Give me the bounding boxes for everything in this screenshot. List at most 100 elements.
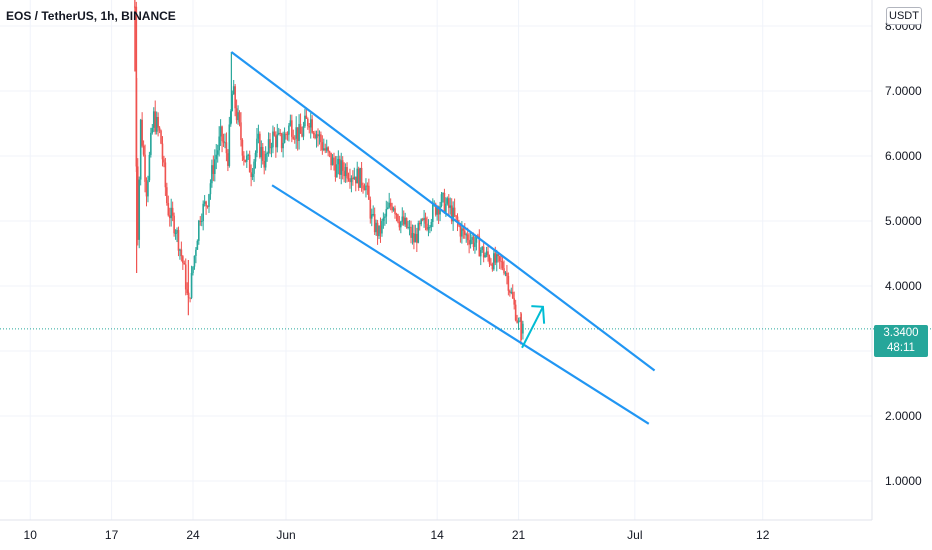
candle-body — [397, 214, 399, 222]
candle-body — [493, 253, 495, 270]
candle-body — [209, 183, 212, 195]
candle-body — [222, 141, 225, 143]
candle-body — [296, 127, 299, 141]
candle-body — [461, 228, 463, 237]
candle-body — [456, 216, 459, 223]
candle-body — [423, 217, 425, 221]
candle-body — [436, 207, 438, 215]
candle-body — [219, 126, 222, 137]
time-tick-label: 12 — [756, 528, 770, 542]
channel-lower-line[interactable] — [271, 184, 650, 425]
candle-body — [245, 155, 248, 162]
candle-body — [440, 194, 443, 207]
candlestick-series — [134, 0, 524, 345]
price-axis[interactable]: 1.00002.00004.00005.00006.00007.00008.00… — [871, 0, 922, 520]
candle-body — [257, 133, 260, 139]
candle-body — [214, 159, 216, 174]
candle-body — [254, 152, 257, 162]
candle-body — [354, 176, 357, 184]
candle-body — [418, 223, 421, 225]
candle-body — [462, 228, 465, 231]
candle-body — [157, 116, 159, 128]
candle-body — [485, 251, 488, 256]
candle-body — [141, 119, 143, 146]
candle-body — [193, 255, 196, 267]
candle-body — [267, 139, 270, 154]
candle-body — [243, 155, 245, 160]
time-axis[interactable]: 10 17 24 Jun 14 21 Jul 12 — [0, 519, 872, 542]
candle-body — [260, 146, 263, 158]
candle-body — [482, 246, 485, 258]
candle-body — [353, 176, 356, 180]
candle-body — [455, 215, 457, 217]
candle-body — [196, 240, 199, 250]
candle-body — [365, 185, 367, 191]
price-tick-label: 5.0000 — [885, 214, 922, 228]
candle-body — [487, 251, 489, 257]
arrow-head[interactable] — [531, 305, 546, 324]
candle-body — [142, 145, 145, 155]
candle-body — [385, 209, 388, 217]
candle-body — [478, 236, 481, 257]
channel-upper-line[interactable] — [230, 51, 656, 372]
candle-body — [346, 167, 348, 179]
currency-badge[interactable]: USDT — [886, 7, 922, 25]
arrow-shaft[interactable] — [521, 306, 544, 349]
candle-body — [164, 162, 167, 188]
candle-body — [320, 134, 322, 143]
candle-body — [442, 193, 444, 195]
candle-body — [279, 132, 282, 134]
candle-body — [477, 235, 479, 237]
price-tick-label: 2.0000 — [885, 409, 922, 423]
candle-body — [184, 264, 187, 290]
candle-body — [202, 203, 204, 222]
candle-body — [382, 217, 385, 221]
candle-body — [363, 188, 366, 191]
candle-body — [468, 240, 470, 245]
candle-body — [417, 223, 420, 243]
time-tick-label: 21 — [512, 528, 526, 542]
candle-body — [373, 214, 376, 233]
candle-body — [400, 221, 402, 228]
candle-body — [203, 201, 206, 204]
candle-body — [136, 166, 139, 240]
candle-body — [195, 249, 197, 256]
breakout-arrow-drawing[interactable] — [521, 305, 546, 349]
chart-grid — [0, 0, 872, 520]
candle-body — [282, 142, 284, 149]
candle-body — [321, 142, 324, 150]
candle-body — [317, 134, 319, 137]
candle-body — [138, 179, 141, 240]
candle-body — [324, 148, 327, 151]
candle-body — [155, 116, 158, 132]
candle-body — [384, 216, 386, 218]
candle-body — [490, 263, 492, 265]
price-tick-label: 4.0000 — [885, 279, 922, 293]
candle-body — [232, 86, 235, 95]
candle-body — [430, 222, 433, 227]
candle-body — [305, 115, 308, 119]
candle-body — [235, 108, 238, 121]
candle-body — [368, 185, 370, 200]
candle-body — [264, 153, 267, 168]
candle-body — [308, 126, 311, 128]
candle-body — [511, 291, 514, 299]
candle-body — [199, 220, 202, 222]
candle-body — [227, 153, 229, 166]
candle-body — [366, 185, 369, 187]
candle-body — [350, 177, 353, 183]
candle-body — [427, 227, 430, 230]
descending-channel-drawing[interactable] — [230, 51, 656, 425]
candle-body — [218, 136, 220, 151]
candle-body — [215, 154, 218, 160]
candle-body — [163, 159, 165, 163]
candle-body — [314, 134, 316, 139]
candle-body — [190, 273, 193, 298]
candle-body — [298, 123, 300, 141]
candle-body — [160, 130, 162, 144]
candle-body — [270, 147, 273, 149]
candle-body — [150, 132, 152, 155]
candle-body — [263, 160, 266, 168]
candle-body — [459, 225, 462, 237]
